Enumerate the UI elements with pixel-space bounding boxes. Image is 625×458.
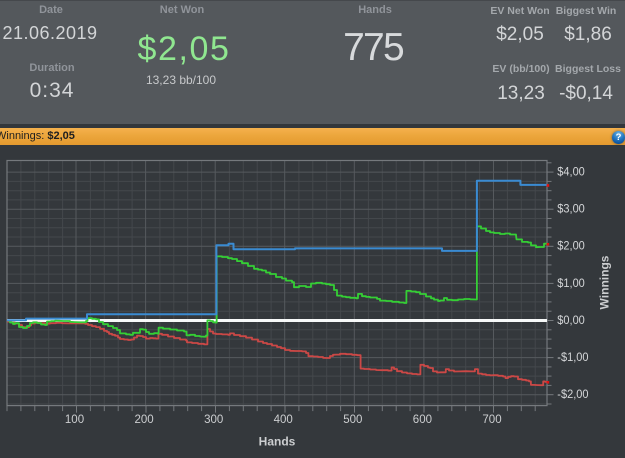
svg-text:200: 200 [135, 414, 154, 426]
svg-text:400: 400 [274, 414, 293, 426]
svg-text:Hands: Hands [259, 435, 296, 449]
svg-text:300: 300 [204, 414, 223, 426]
svg-text:Winnings: Winnings [598, 255, 612, 309]
svg-text:500: 500 [343, 414, 362, 426]
svg-text:700: 700 [482, 414, 501, 426]
svg-text:-$2,00: -$2,00 [557, 387, 588, 401]
svg-text:100: 100 [65, 414, 84, 426]
svg-text:$4,00: $4,00 [557, 165, 585, 179]
svg-text:$0,00: $0,00 [557, 313, 585, 327]
svg-text:$3,00: $3,00 [557, 202, 585, 216]
svg-text:600: 600 [413, 414, 432, 426]
svg-text:$1,00: $1,00 [557, 276, 585, 290]
svg-text:$2,00: $2,00 [557, 239, 585, 253]
svg-text:-$1,00: -$1,00 [557, 350, 588, 364]
